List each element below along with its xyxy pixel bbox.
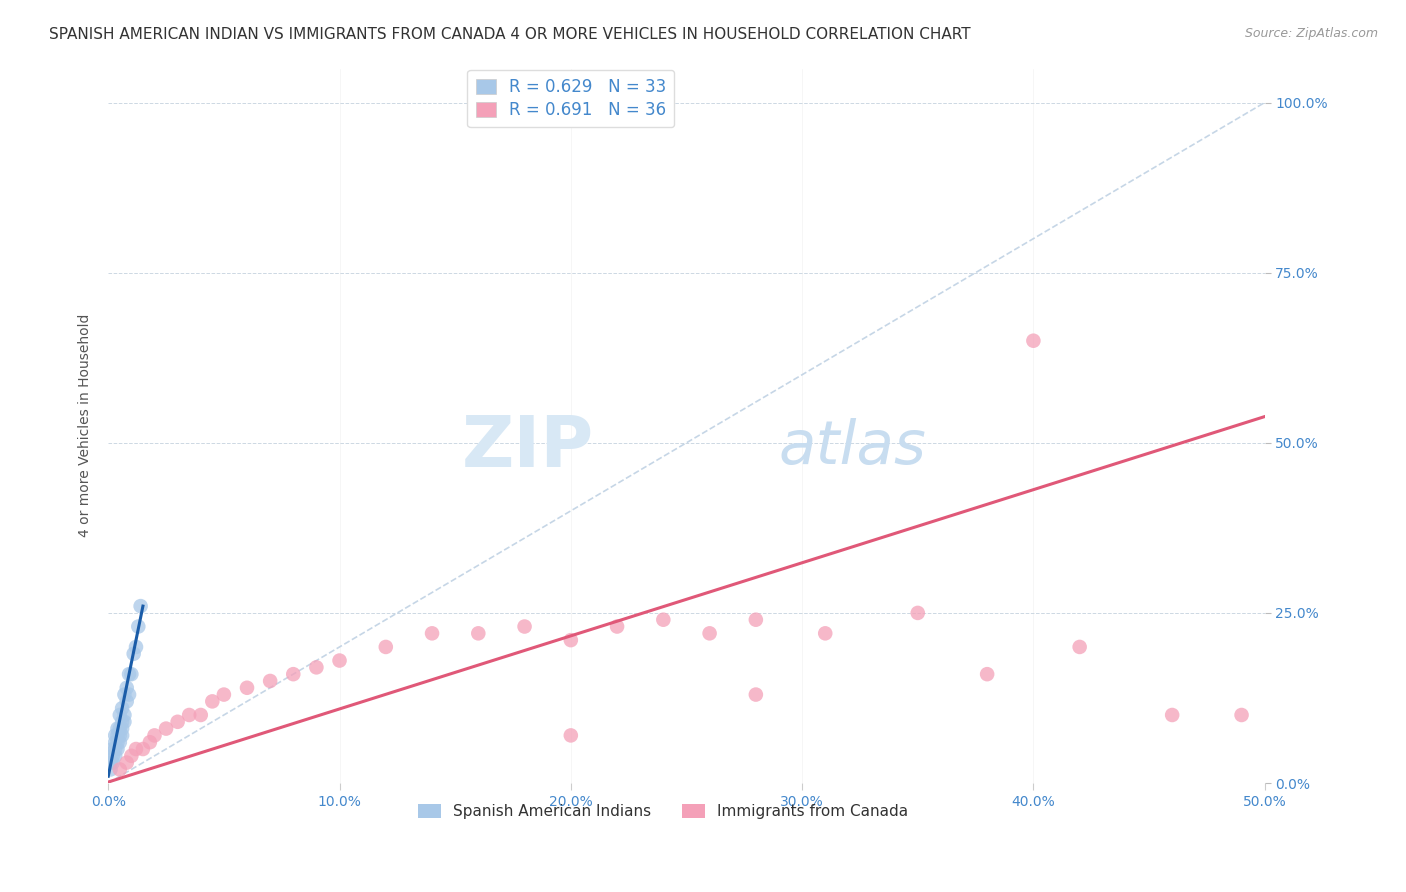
Point xyxy=(1161,708,1184,723)
Point xyxy=(125,742,148,756)
Text: Source: ZipAtlas.com: Source: ZipAtlas.com xyxy=(1244,27,1378,40)
Point xyxy=(1069,640,1091,654)
Point xyxy=(108,708,131,723)
Point xyxy=(1230,708,1253,723)
Point xyxy=(104,742,127,756)
Point xyxy=(283,667,305,681)
Point xyxy=(125,640,148,654)
Point xyxy=(108,763,131,777)
Point xyxy=(745,613,768,627)
Point xyxy=(114,714,136,729)
Point xyxy=(467,626,489,640)
Point xyxy=(114,688,136,702)
Point xyxy=(118,667,141,681)
Point xyxy=(155,722,177,736)
Point xyxy=(129,599,152,613)
Point xyxy=(907,606,929,620)
Point xyxy=(111,722,134,736)
Point xyxy=(259,673,281,688)
Point xyxy=(111,701,134,715)
Point xyxy=(108,728,131,742)
Point xyxy=(127,619,149,633)
Point xyxy=(166,714,188,729)
Point xyxy=(139,735,162,749)
Point xyxy=(374,640,396,654)
Point xyxy=(745,688,768,702)
Point xyxy=(143,728,166,742)
Point xyxy=(104,728,127,742)
Point xyxy=(120,667,142,681)
Point xyxy=(1022,334,1045,348)
Point xyxy=(132,742,155,756)
Text: atlas: atlas xyxy=(779,417,927,476)
Point xyxy=(114,708,136,723)
Point xyxy=(118,688,141,702)
Point xyxy=(699,626,721,640)
Point xyxy=(976,667,998,681)
Point xyxy=(107,742,129,756)
Point xyxy=(101,748,124,763)
Point xyxy=(305,660,328,674)
Point xyxy=(190,708,212,723)
Point xyxy=(115,694,138,708)
Point xyxy=(111,728,134,742)
Point xyxy=(212,688,235,702)
Point xyxy=(107,722,129,736)
Point xyxy=(104,735,127,749)
Point xyxy=(115,681,138,695)
Point xyxy=(115,756,138,770)
Point xyxy=(201,694,224,708)
Point xyxy=(560,633,582,648)
Point xyxy=(179,708,201,723)
Point xyxy=(513,619,536,633)
Point xyxy=(236,681,259,695)
Point xyxy=(652,613,675,627)
Point xyxy=(560,728,582,742)
Point xyxy=(107,735,129,749)
Text: SPANISH AMERICAN INDIAN VS IMMIGRANTS FROM CANADA 4 OR MORE VEHICLES IN HOUSEHOL: SPANISH AMERICAN INDIAN VS IMMIGRANTS FR… xyxy=(49,27,970,42)
Point xyxy=(100,756,122,770)
Point xyxy=(120,748,142,763)
Point xyxy=(100,763,122,777)
Text: ZIP: ZIP xyxy=(461,413,593,482)
Point xyxy=(328,654,350,668)
Point xyxy=(420,626,443,640)
Point xyxy=(108,735,131,749)
Point xyxy=(108,722,131,736)
Point xyxy=(107,728,129,742)
Point xyxy=(111,714,134,729)
Point xyxy=(606,619,628,633)
Point xyxy=(104,748,127,763)
Point xyxy=(101,742,124,756)
Legend: Spanish American Indians, Immigrants from Canada: Spanish American Indians, Immigrants fro… xyxy=(412,798,914,825)
Point xyxy=(814,626,837,640)
Point xyxy=(122,647,145,661)
Y-axis label: 4 or more Vehicles in Household: 4 or more Vehicles in Household xyxy=(79,314,93,538)
Point xyxy=(101,756,124,770)
